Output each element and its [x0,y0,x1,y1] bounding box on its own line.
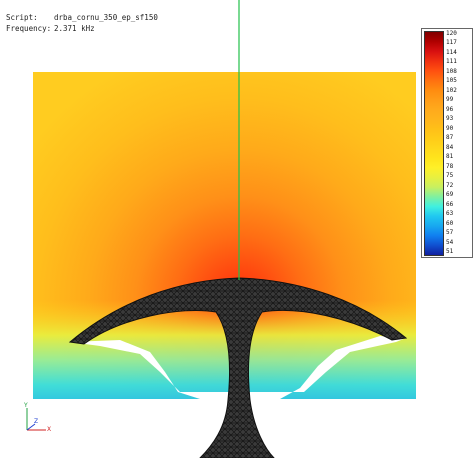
color-scale-tick: 93 [446,115,454,123]
horn-mouth-gap [70,336,406,399]
color-scale-tick: 114 [446,48,457,56]
axis-triad: Y X Z [22,402,52,436]
color-scale-tick: 108 [446,67,457,75]
color-scale-tick: 60 [446,219,454,227]
script-value: drba_cornu_350_ep_sf150 [54,13,158,22]
color-scale-tick: 81 [446,153,454,161]
color-scale-tick: 63 [446,210,454,218]
color-scale-tick: 69 [446,191,454,199]
color-scale-bar [424,31,444,256]
color-scale-tick: 87 [446,134,454,142]
script-label: Script: [6,13,38,22]
color-scale-tick: 66 [446,200,454,208]
color-scale-tick: 105 [446,77,457,85]
axis-x-label: X [47,426,52,433]
color-scale-tick: 120 [446,30,457,37]
color-scale-tick: 54 [446,238,454,246]
simulation-info: Script: drba_cornu_350_ep_sf150 Frequency… [6,12,158,34]
color-scale-tick: 96 [446,105,454,113]
horn-mesh [68,277,408,458]
color-scale-tick: 72 [446,181,454,189]
color-scale-legend: 120 117 114 111 108 105 102 99 96 93 90 87 84 81 78 75 7… [421,28,473,258]
color-scale-tick: 57 [446,229,454,237]
frequency-value: 2.371 kHz [54,24,95,33]
color-scale-tick: 78 [446,162,454,170]
color-scale-tick: 111 [446,58,457,66]
axis-y-label: Y [24,402,28,409]
axis-triad-icon [26,408,46,431]
color-scale-tick: 117 [446,39,457,47]
color-scale-tick: 102 [446,86,457,94]
color-scale-labels: 120 117 114 111 108 105 102 99 96 93 90 87 84 81 78 75 7… [446,31,472,256]
color-scale-tick: 90 [446,124,454,132]
color-scale-tick: 75 [446,172,454,180]
frequency-label: Frequency: [6,24,52,33]
color-scale-tick: 99 [446,96,454,104]
axis-z-label: Z [34,418,39,425]
color-scale-tick: 84 [446,143,454,151]
color-scale-tick: 51 [446,248,454,255]
